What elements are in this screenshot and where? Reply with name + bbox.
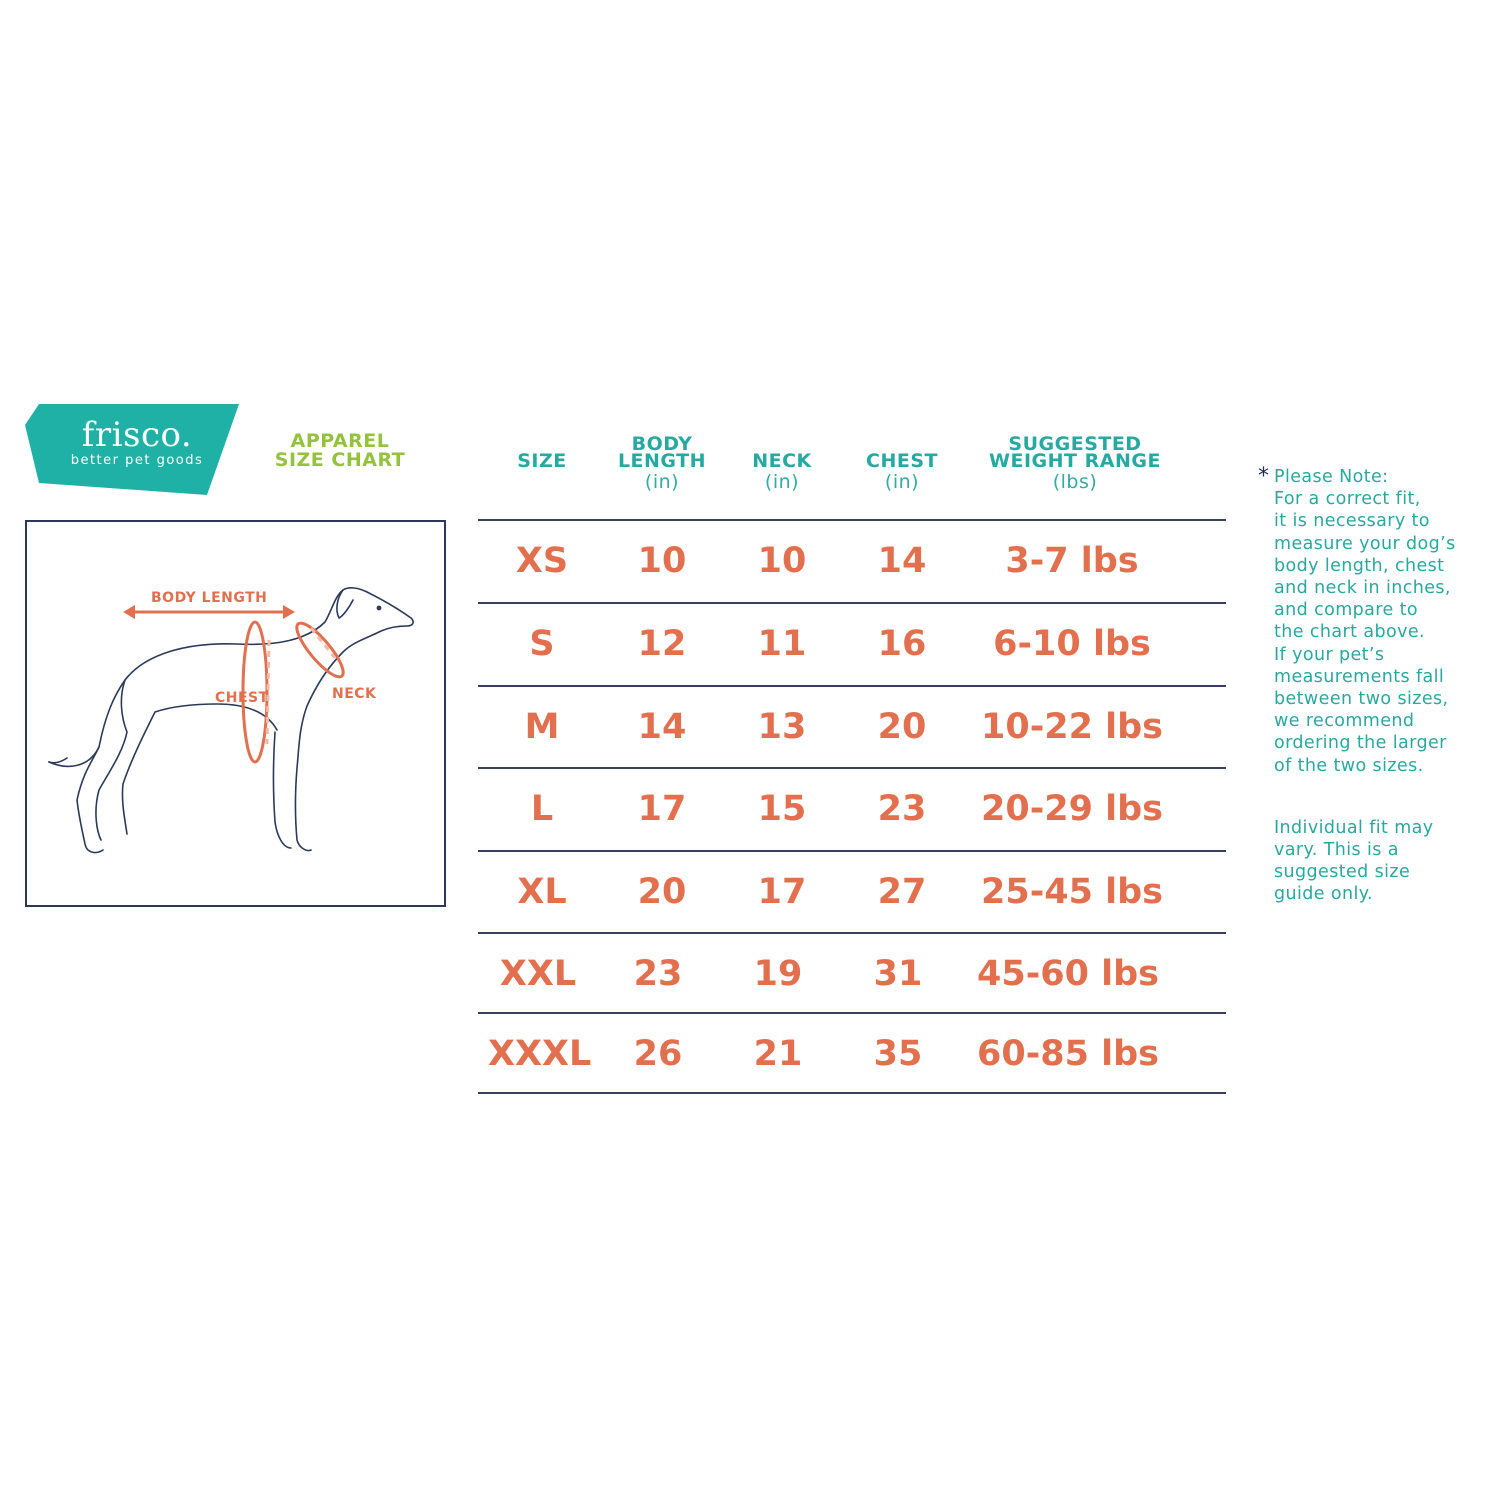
header-weight: SUGGESTED WEIGHT RANGE (lbs) <box>975 433 1175 494</box>
table-row: L 17 15 23 20-29 lbs <box>478 768 1226 850</box>
cell-body-length: 20 <box>637 872 687 912</box>
neck-label: NECK <box>332 686 377 702</box>
cell-neck: 19 <box>753 954 803 994</box>
table-rule <box>478 685 1226 687</box>
dog-illustration <box>48 587 414 854</box>
cell-size: XS <box>515 541 569 581</box>
cell-neck: 17 <box>757 872 807 912</box>
cell-size: S <box>529 624 555 664</box>
cell-chest: 23 <box>877 789 927 829</box>
sizing-note: * Please Note: For a correct fit, it is ne… <box>1258 464 1478 906</box>
header-body-length: BODY LENGTH (in) <box>602 433 722 494</box>
table-row: XXXL 26 21 35 60-85 lbs <box>478 1013 1226 1095</box>
note-line: If your pet’s <box>1274 644 1385 665</box>
header-chest-title: CHEST <box>866 450 938 472</box>
table-rule <box>478 519 1226 521</box>
cell-size: XXXL <box>488 1034 592 1074</box>
cell-body-length: 26 <box>633 1034 683 1074</box>
table-rule <box>478 1092 1226 1094</box>
page-title: APPAREL SIZE CHART <box>270 432 410 470</box>
table-row: M 14 13 20 10-22 lbs <box>478 686 1226 768</box>
cell-weight: 60-85 lbs <box>976 1034 1159 1074</box>
note-line: measure your dog’s <box>1274 533 1456 554</box>
note-line: body length, chest <box>1274 555 1445 576</box>
header-chest-unit: (in) <box>884 471 920 493</box>
cell-size: L <box>530 789 554 829</box>
header-weight-line-1: SUGGESTED <box>1008 433 1142 455</box>
note-line: measurements fall <box>1274 666 1445 687</box>
frisco-logo: frisco. better pet goods <box>25 403 241 497</box>
table-rule <box>478 932 1226 934</box>
body-length-label: BODY LENGTH <box>151 590 268 606</box>
cell-chest: 27 <box>877 872 927 912</box>
table-row: XXL 23 19 31 45-60 lbs <box>478 933 1226 1015</box>
table-rule <box>478 767 1226 769</box>
header-body-line-2: LENGTH <box>617 450 707 472</box>
header-body-unit: (in) <box>644 471 680 493</box>
dog-measurement-diagram: BODY LENGTH CHEST NECK <box>25 520 446 907</box>
brand-name: frisco. <box>81 415 193 455</box>
cell-body-length: 10 <box>637 541 687 581</box>
chest-label: CHEST <box>215 690 269 706</box>
header-neck: NECK (in) <box>732 450 832 494</box>
table-rule <box>478 1012 1226 1014</box>
note-line: and compare to <box>1274 600 1419 621</box>
cell-neck: 21 <box>753 1034 803 1074</box>
asterisk: * <box>1258 464 1270 489</box>
cell-weight: 45-60 lbs <box>976 954 1159 994</box>
title-line-2: SIZE CHART <box>274 449 406 471</box>
note-line: For a correct fit, <box>1274 489 1421 510</box>
cell-chest: 16 <box>877 624 927 664</box>
header-body-line-1: BODY <box>631 433 693 455</box>
table-rule <box>478 602 1226 604</box>
cell-body-length: 23 <box>633 954 683 994</box>
logo-badge-shape <box>25 404 239 495</box>
cell-weight: 6-10 lbs <box>993 624 1151 664</box>
note-line: it is necessary to <box>1274 511 1430 532</box>
header-chest: CHEST (in) <box>852 450 952 494</box>
table-row: XL 20 17 27 25-45 lbs <box>478 851 1226 933</box>
cell-neck: 11 <box>757 624 807 664</box>
disclaimer-line: vary. This is a <box>1274 840 1399 861</box>
header-weight-unit: (lbs) <box>1052 471 1098 493</box>
header-size: SIZE <box>517 450 567 472</box>
cell-neck: 15 <box>757 789 807 829</box>
header-weight-line-2: WEIGHT RANGE <box>989 450 1161 472</box>
cell-neck: 13 <box>757 707 807 747</box>
cell-chest: 31 <box>873 954 923 994</box>
cell-neck: 10 <box>757 541 807 581</box>
cell-size: XXL <box>499 954 577 994</box>
cell-weight: 20-29 lbs <box>980 789 1163 829</box>
note-line: we recommend <box>1274 711 1415 732</box>
cell-weight: 25-45 lbs <box>980 872 1163 912</box>
cell-chest: 35 <box>873 1034 923 1074</box>
cell-body-length: 17 <box>637 789 687 829</box>
header-neck-unit: (in) <box>764 471 800 493</box>
cell-body-length: 14 <box>637 707 687 747</box>
table-rule <box>478 850 1226 852</box>
table-row: S 12 11 16 6-10 lbs <box>478 603 1226 685</box>
brand-tagline: better pet goods <box>70 453 204 468</box>
header-neck-title: NECK <box>752 450 812 472</box>
cell-chest: 20 <box>877 707 927 747</box>
note-line: ordering the larger <box>1274 733 1447 754</box>
disclaimer-line: suggested size <box>1274 862 1411 883</box>
cell-body-length: 12 <box>637 624 687 664</box>
cell-weight: 10-22 lbs <box>980 707 1163 747</box>
note-line: and neck in inches, <box>1274 578 1451 599</box>
table-row: XS 10 10 14 3-7 lbs <box>478 520 1226 602</box>
cell-size: XL <box>517 872 567 912</box>
disclaimer-line: guide only. <box>1274 884 1373 905</box>
cell-size: M <box>524 707 560 747</box>
note-line: between two sizes, <box>1274 689 1449 710</box>
note-line: Please Note: <box>1274 467 1389 487</box>
disclaimer-line: Individual fit may <box>1274 817 1434 838</box>
note-line: the chart above. <box>1274 622 1425 643</box>
note-line: of the two sizes. <box>1274 755 1424 776</box>
cell-weight: 3-7 lbs <box>1005 541 1139 581</box>
title-line-1: APPAREL <box>290 430 390 452</box>
cell-chest: 14 <box>877 541 927 581</box>
